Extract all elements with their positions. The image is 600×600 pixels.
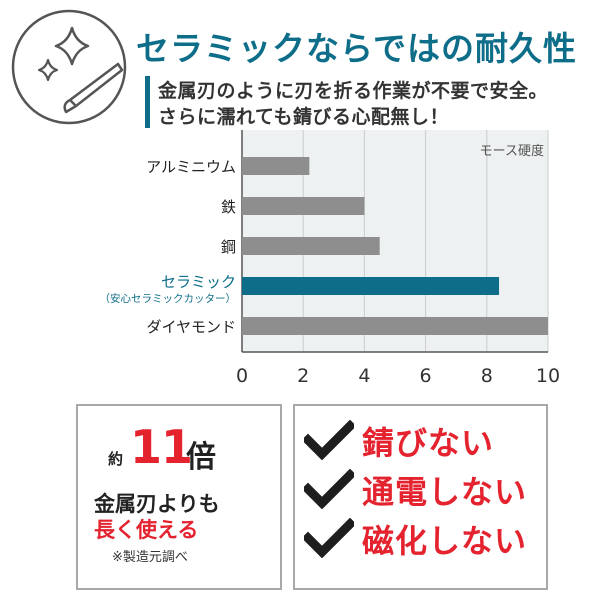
x-tick-label: 6 xyxy=(420,365,432,387)
bar xyxy=(242,277,500,295)
x-tick-label: 0 xyxy=(236,365,248,387)
x-tick-label: 2 xyxy=(297,365,309,387)
x-tick-label: 8 xyxy=(481,365,493,387)
approx-prefix: 約 xyxy=(108,450,124,468)
check-icon xyxy=(301,419,357,464)
x-tick-label: 4 xyxy=(358,365,370,387)
check-icon xyxy=(301,517,357,562)
category-sublabel: （安心セラミックカッター） xyxy=(100,292,237,305)
source-note: ※製造元調べ xyxy=(112,550,188,565)
durability-box xyxy=(76,404,282,590)
category-label: アルミニウム xyxy=(146,158,236,176)
feature-label: 錆びない xyxy=(362,424,495,462)
subtitle-line-2: さらに濡れても錆びる心配無し！ xyxy=(158,106,449,128)
bar xyxy=(242,237,380,255)
feature-label: 磁化しない xyxy=(362,522,528,560)
x-tick-label: 10 xyxy=(536,365,560,387)
times-unit: 倍 xyxy=(186,440,216,475)
bar xyxy=(242,197,365,215)
feature-item: 通電しない xyxy=(300,463,545,511)
compare-text: 金属刃よりも xyxy=(94,492,220,516)
accent-bar xyxy=(145,76,150,128)
feature-item: 磁化しない xyxy=(300,512,545,560)
bar xyxy=(242,317,548,335)
category-label: 鋼 xyxy=(221,238,236,256)
check-icon xyxy=(301,468,357,513)
bar xyxy=(242,157,310,175)
sparkle-blade-icon xyxy=(10,8,128,126)
subtitle-line-1: 金属刃のように刃を折る作業が不要で安全。 xyxy=(158,80,549,102)
feature-item: 錆びない xyxy=(300,414,545,462)
page-title: セラミックならではの耐久性 xyxy=(136,29,578,68)
feature-label: 通電しない xyxy=(362,473,528,511)
category-label: ダイヤモンド xyxy=(146,318,236,336)
times-number: 11 xyxy=(130,420,193,474)
category-label: 鉄 xyxy=(221,198,236,216)
long-use-text: 長く使える xyxy=(94,518,199,542)
category-label: セラミック xyxy=(161,273,236,291)
chart-title: モース硬度 xyxy=(480,143,544,159)
